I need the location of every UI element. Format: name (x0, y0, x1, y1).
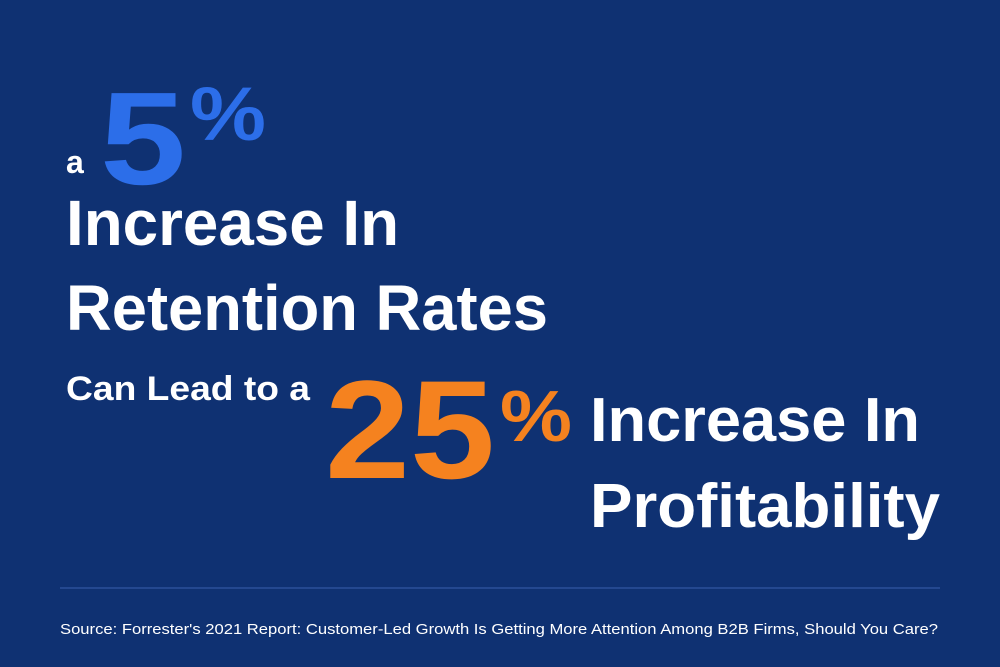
headline-line: Increase In (590, 386, 920, 455)
stat-number: 25 (325, 351, 495, 508)
headline-line: Can Lead to a (66, 370, 311, 408)
stat-number: 5 (100, 65, 186, 212)
lead-word: a (66, 144, 84, 180)
stat-unit: % (500, 377, 572, 457)
stat-unit: % (190, 72, 266, 157)
source-note: Source: Forrester's 2021 Report: Custome… (60, 621, 938, 638)
headline-line: Profitability (590, 472, 941, 541)
headline-line: Retention Rates (66, 272, 548, 344)
headline-line: Increase In (66, 187, 399, 259)
